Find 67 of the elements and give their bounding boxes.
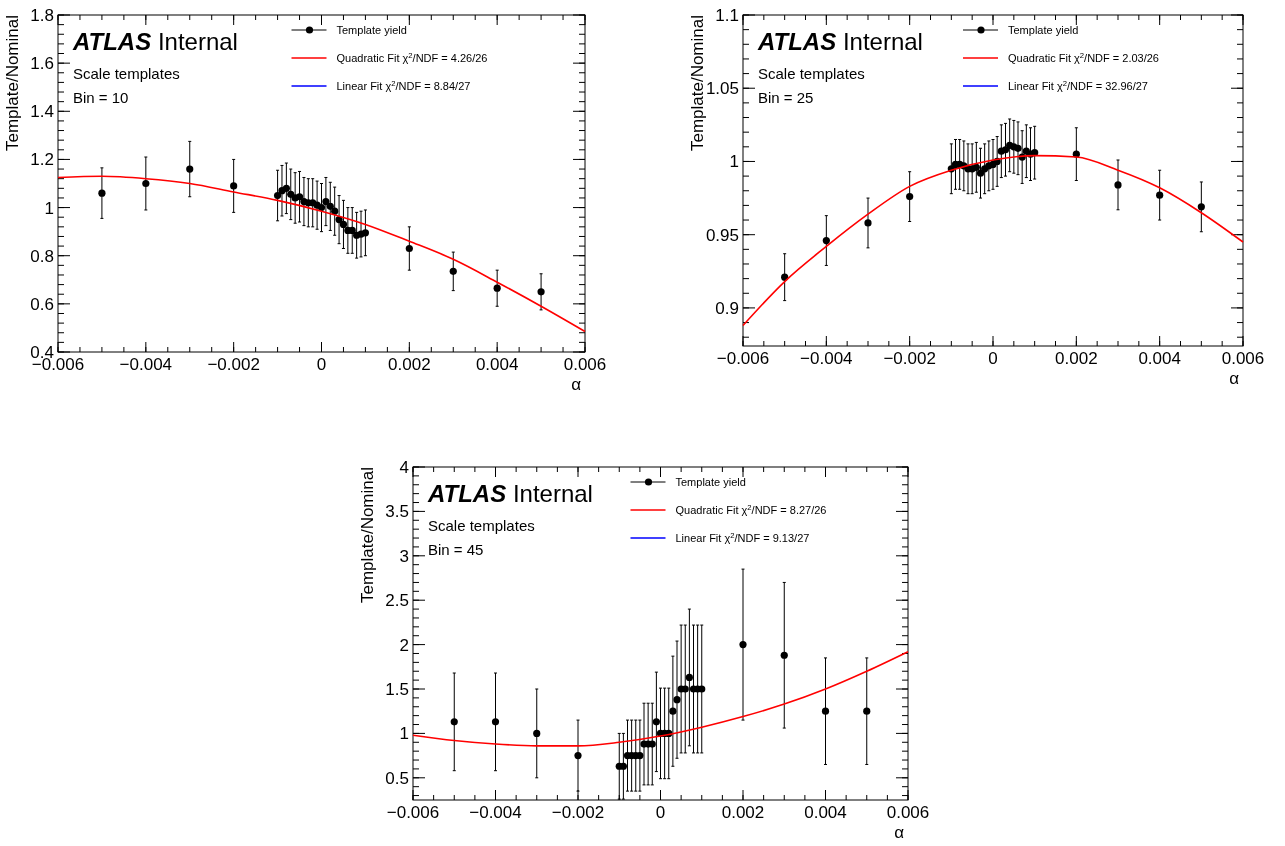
y-tick-label: 0.8 xyxy=(30,246,54,266)
legend-label: Quadratic Fit χ$^{2}$/NDF = 2.03/26 xyxy=(1008,50,1159,64)
x-tick-label: −0.002 xyxy=(551,803,605,822)
x-tick-label: −0.006 xyxy=(716,349,770,368)
x-tick-label: 0 xyxy=(988,349,998,368)
y-tick-label: 1 xyxy=(44,198,54,218)
legend-label: Linear Fit χ$^{2}$/NDF = 32.96/27 xyxy=(1008,78,1148,92)
legend-label: Linear Fit χ$^{2}$/NDF = 8.84/27 xyxy=(336,78,471,92)
y-tick-label: 1.6 xyxy=(30,54,54,74)
annotation: Bin = 10 xyxy=(73,89,129,106)
annotation: Scale templates xyxy=(428,517,535,534)
line-series xyxy=(412,650,909,747)
y-tick-label: 1.4 xyxy=(30,102,54,122)
y-tick-label: 2.5 xyxy=(385,591,409,611)
annotation: ATLAS Internal xyxy=(757,28,923,55)
annotation: ATLAS Internal xyxy=(427,480,593,507)
y-tick-label: 1.8 xyxy=(30,5,54,25)
y-tick-label: 0.5 xyxy=(385,768,409,788)
y-tick-label: 1.1 xyxy=(715,5,739,25)
x-tick-label: −0.004 xyxy=(469,803,522,822)
x-tick-label: 0.002 xyxy=(1055,349,1098,368)
x-tick-label: −0.006 xyxy=(386,803,440,822)
legend-label: Template yield xyxy=(675,475,746,488)
x-tick-label: 0.004 xyxy=(1138,349,1181,368)
legend-label: Linear Fit χ$^{2}$/NDF = 9.13/27 xyxy=(675,530,810,544)
annotation: Scale templates xyxy=(758,65,865,82)
x-tick-label: 0.006 xyxy=(886,803,930,822)
x-tick-label: 0 xyxy=(655,803,666,822)
y-tick-label: 3 xyxy=(399,546,409,566)
x-axis-title: α xyxy=(894,823,905,842)
y-tick-label: 1.05 xyxy=(705,79,739,99)
y-tick-label: 3.5 xyxy=(385,502,409,522)
y-tick-label: 1.2 xyxy=(30,150,54,170)
y-tick-label: 1.5 xyxy=(385,679,409,699)
x-tick-label: 0.006 xyxy=(563,355,607,374)
annotation: Bin = 25 xyxy=(758,89,814,106)
y-tick-label: 1 xyxy=(399,724,409,744)
legend-label: Quadratic Fit χ$^{2}$/NDF = 8.27/26 xyxy=(675,502,827,516)
legend-label: Template yield xyxy=(336,23,407,36)
y-tick-label: 1 xyxy=(729,152,739,172)
annotation: Scale templates xyxy=(73,65,180,82)
x-tick-label: 0.002 xyxy=(388,355,431,374)
x-tick-label: 0 xyxy=(316,355,327,374)
x-tick-label: −0.002 xyxy=(883,349,936,368)
annotation: Bin = 45 xyxy=(428,541,484,558)
y-tick-label: 4 xyxy=(399,457,409,477)
x-tick-label: 0.004 xyxy=(475,355,519,374)
y-axis-title: Template/Nominal xyxy=(358,467,377,604)
x-tick-label: 0.006 xyxy=(1221,349,1265,368)
x-tick-label: −0.004 xyxy=(119,355,173,374)
x-axis-title: α xyxy=(1229,369,1240,388)
x-tick-label: 0.004 xyxy=(804,803,847,822)
y-tick-label: 2 xyxy=(399,635,409,655)
x-axis-title: α xyxy=(571,375,582,394)
line-series xyxy=(57,175,586,333)
x-tick-label: −0.002 xyxy=(207,355,260,374)
legend-label: Quadratic Fit χ$^{2}$/NDF = 4.26/26 xyxy=(336,50,488,64)
point xyxy=(339,220,348,229)
y-tick-label: 0.95 xyxy=(705,225,739,245)
annotation: ATLAS Internal xyxy=(72,28,238,55)
legend-label: Template yield xyxy=(1008,23,1079,36)
x-tick-label: −0.004 xyxy=(800,349,853,368)
y-tick-label: 0.9 xyxy=(715,298,739,318)
x-tick-label: 0.002 xyxy=(721,803,765,822)
y-axis-title: Template/Nominal xyxy=(688,15,707,152)
y-tick-label: 0.6 xyxy=(30,294,54,314)
y-axis-title: Template/Nominal xyxy=(3,15,22,152)
